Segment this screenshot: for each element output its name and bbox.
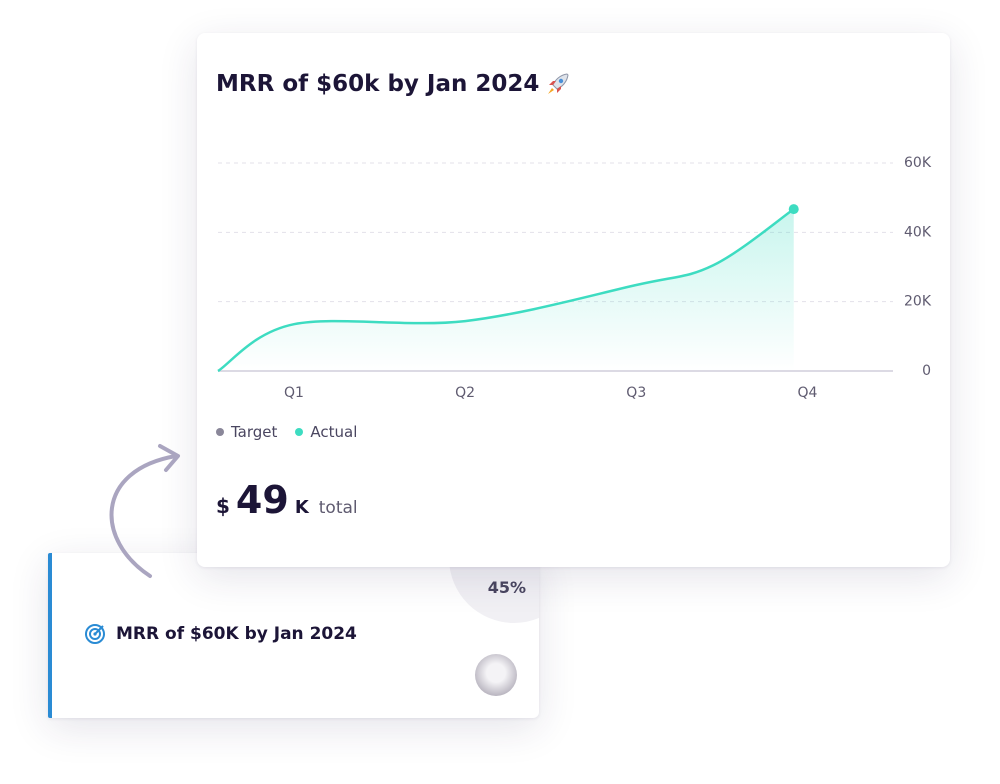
legend: Target Actual: [216, 423, 357, 441]
arrow-head: [158, 444, 180, 472]
goal-title: MRR of $60K by Jan 2024: [116, 624, 357, 644]
x-tick-label: Q1: [284, 385, 304, 401]
progress: 45%: [487, 578, 526, 597]
unit: K: [294, 497, 309, 518]
goal-card[interactable]: 45% MRR of $60K by Jan 2024: [48, 553, 539, 718]
x-tick-label: Q4: [797, 385, 817, 401]
avatar[interactable]: [475, 654, 517, 696]
end-point: [788, 204, 799, 215]
legend-swatch: [216, 428, 224, 436]
chart-card: MRR of $60k by Jan 2024 0 20K 40K 60K Q1 Q2 Q3…: [197, 33, 950, 567]
legend-item[interactable]: Actual: [295, 423, 357, 441]
chart-title-row: MRR of $60k by Jan 2024: [216, 71, 571, 97]
chart-title: MRR of $60k by Jan 2024: [216, 71, 540, 97]
rocket-icon: [548, 73, 569, 94]
chart: 0 20K 40K 60K Q1 Q2 Q3 Q4: [217, 155, 932, 401]
x-tick-label: Q2: [455, 385, 475, 401]
legend-item[interactable]: Target: [216, 423, 277, 441]
y-tick-label: 60K: [904, 155, 932, 171]
y-tick-label: 20K: [904, 294, 932, 310]
goal-icon: [85, 624, 105, 644]
area: [218, 209, 794, 371]
total-label: total: [318, 498, 358, 518]
goal-row: MRR of $60K by Jan 2024: [84, 623, 357, 645]
legend-label: Target: [231, 423, 278, 441]
total-value: 49: [235, 478, 289, 522]
line: [217, 208, 795, 373]
x-tick-label: Q3: [626, 385, 646, 401]
currency: $: [216, 494, 230, 518]
summary: $ 49 K total: [216, 478, 358, 522]
legend-swatch: [295, 428, 304, 436]
y-tick-label: 0: [922, 363, 931, 379]
y-tick-label: 40K: [904, 224, 932, 240]
legend-label: Actual: [310, 423, 358, 441]
